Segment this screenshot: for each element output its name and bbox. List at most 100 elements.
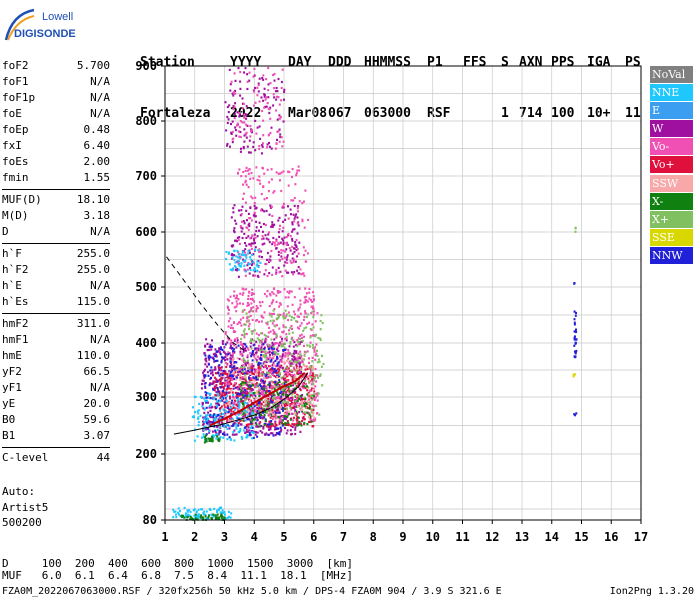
echo-point <box>243 378 246 381</box>
echo-point <box>274 406 277 409</box>
echo-point <box>248 364 251 367</box>
echo-point <box>236 399 239 403</box>
echo-point <box>215 437 218 440</box>
echo-point <box>291 406 294 410</box>
echo-point <box>270 380 273 383</box>
echo-point <box>259 356 262 360</box>
echo-point <box>293 204 296 208</box>
echo-point <box>253 74 256 77</box>
echo-point <box>205 439 208 442</box>
echo-point <box>261 371 264 374</box>
echo-point <box>307 416 310 419</box>
echo-point <box>309 401 312 404</box>
echo-point <box>240 366 243 369</box>
echo-point <box>272 399 274 402</box>
echo-point <box>237 260 240 263</box>
echo-point <box>260 192 263 196</box>
echo-point <box>245 236 248 239</box>
echo-point <box>268 312 271 315</box>
echo-point <box>259 137 262 140</box>
echo-point <box>205 357 207 360</box>
echo-point <box>235 367 238 370</box>
echo-point <box>278 364 281 367</box>
echo-point <box>304 310 307 313</box>
echo-point <box>231 120 234 123</box>
echo-point <box>238 257 241 260</box>
param-row: foEp 0.48 <box>2 122 110 138</box>
echo-point <box>179 515 182 518</box>
echo-point <box>282 140 285 143</box>
echo-point <box>303 380 306 383</box>
echo-point <box>248 322 251 325</box>
echo-point <box>207 374 210 377</box>
echo-point <box>256 431 259 434</box>
echo-point <box>272 355 275 358</box>
echo-point <box>249 310 251 313</box>
echo-point <box>236 337 239 340</box>
echo-point <box>234 391 237 394</box>
echo-point <box>266 390 269 393</box>
echo-point <box>217 418 220 421</box>
echo-point <box>293 352 296 355</box>
echo-point <box>240 209 243 212</box>
x-tick-label: 12 <box>485 530 499 544</box>
echo-point <box>291 303 294 306</box>
echo-point <box>260 346 263 349</box>
echo-point <box>215 353 218 356</box>
echo-point <box>304 406 307 410</box>
echo-point <box>317 376 319 379</box>
echo-point <box>292 213 295 216</box>
echo-point <box>252 431 255 435</box>
echo-point <box>206 365 209 368</box>
param-name: yE <box>2 397 16 410</box>
echo-point <box>236 385 239 389</box>
echo-point <box>245 131 248 134</box>
echo-point <box>297 352 300 355</box>
echo-point <box>202 512 205 515</box>
echo-point <box>312 295 315 298</box>
echo-point <box>250 330 253 333</box>
echo-point <box>241 250 244 253</box>
echo-point <box>272 343 275 346</box>
echo-point <box>185 512 187 515</box>
echo-point <box>310 399 313 402</box>
echo-point <box>193 508 196 511</box>
echo-point <box>245 209 248 212</box>
echo-point <box>258 147 261 151</box>
echo-point <box>270 411 273 414</box>
echo-point <box>253 408 256 411</box>
echo-point <box>291 370 294 373</box>
echo-point <box>245 288 248 291</box>
echo-point <box>228 401 231 404</box>
echo-point <box>307 402 310 406</box>
header-value: 11 <box>625 106 641 121</box>
echo-point <box>234 386 237 389</box>
echo-point <box>234 408 237 411</box>
echo-point <box>240 423 243 426</box>
echo-point <box>275 95 278 98</box>
echo-point <box>262 405 265 408</box>
echo-point <box>219 367 222 370</box>
echo-point <box>311 323 314 326</box>
echo-point <box>272 361 275 364</box>
param-row: h`F2 255.0 <box>2 262 110 278</box>
echo-point <box>237 370 239 374</box>
echo-point <box>256 382 258 385</box>
echo-point <box>276 411 279 414</box>
model-trace <box>173 372 309 435</box>
echo-point <box>250 302 253 305</box>
echo-point <box>251 384 254 387</box>
echo-point <box>267 360 270 363</box>
echo-point <box>270 147 273 150</box>
echo-point <box>286 400 289 404</box>
echo-point <box>300 377 303 380</box>
echo-point <box>224 101 227 104</box>
echo-point <box>239 392 242 395</box>
echo-point <box>297 395 300 398</box>
echo-point <box>241 354 244 357</box>
echo-point <box>242 370 245 373</box>
echo-point <box>279 335 282 338</box>
echo-point <box>292 403 295 406</box>
echo-point <box>277 96 280 99</box>
echo-point <box>278 373 281 376</box>
